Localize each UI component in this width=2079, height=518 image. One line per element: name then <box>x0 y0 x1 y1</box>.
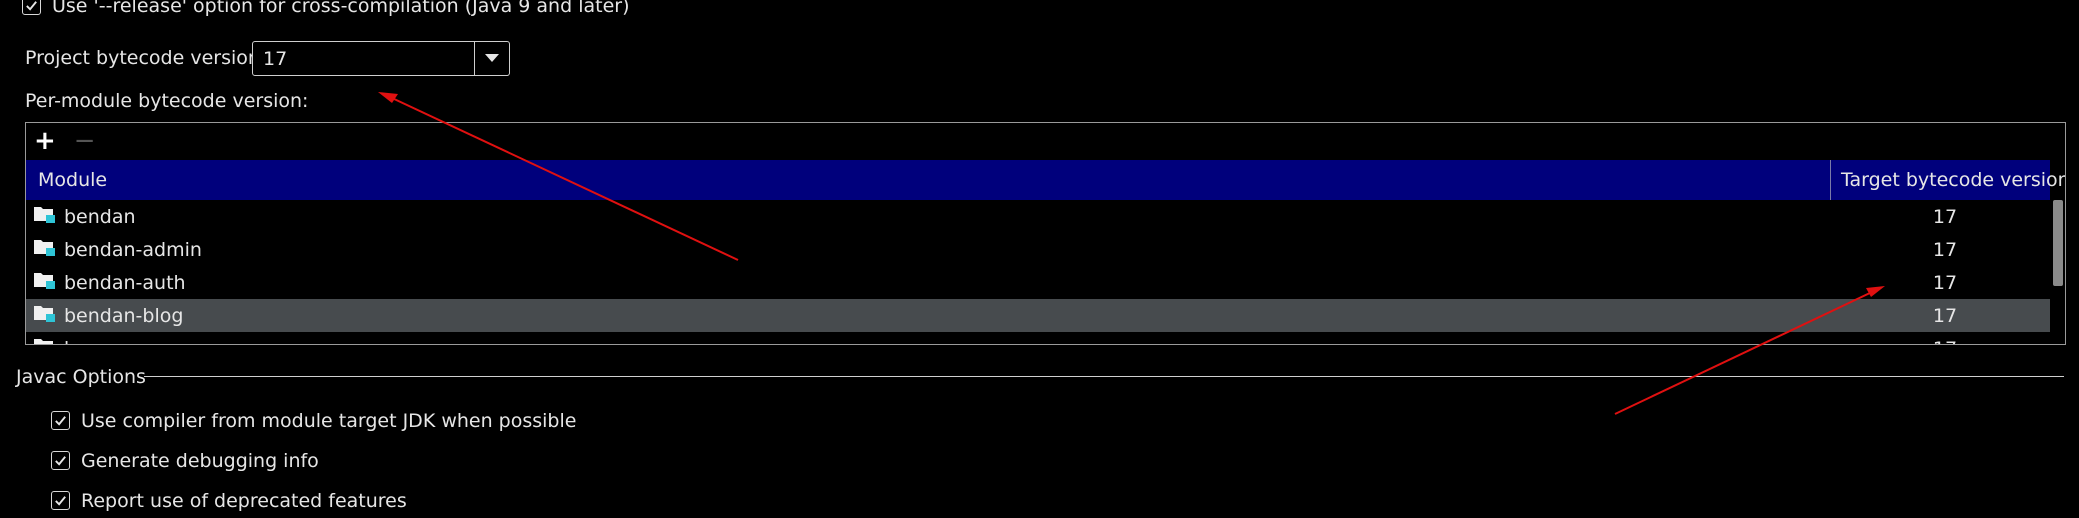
table-scrollbar-thumb[interactable] <box>2053 200 2063 286</box>
release-option-checkbox[interactable] <box>22 0 41 15</box>
column-header-module[interactable]: Module <box>38 169 108 191</box>
deprecated-label: Report use of deprecated features <box>81 490 407 512</box>
module-folder-icon <box>34 205 56 228</box>
section-divider <box>144 376 2064 377</box>
target-version[interactable]: 17 <box>1932 205 1958 228</box>
project-bytecode-value: 17 <box>263 47 288 70</box>
table-row[interactable]: bendan 17 <box>26 200 2050 233</box>
table-row-selected[interactable]: bendan-blog 17 <box>26 299 2050 332</box>
deprecated-checkbox[interactable] <box>51 491 70 510</box>
module-name: bendan-admin <box>64 238 202 261</box>
module-folder-icon <box>34 238 56 261</box>
table-row[interactable]: b 17 <box>26 332 2050 345</box>
checkmark-icon <box>55 416 66 426</box>
use-module-jdk-checkbox[interactable] <box>51 411 70 430</box>
debug-info-checkbox[interactable] <box>51 451 70 470</box>
target-version[interactable]: 17 <box>1932 304 1958 327</box>
target-version[interactable]: 17 <box>1932 238 1958 261</box>
table-body: bendan 17 bendan-admin 17 bendan-auth 17… <box>26 200 2050 345</box>
javac-options-title: Javac Options <box>16 366 146 388</box>
release-option-label: Use '--release' option for cross-compila… <box>52 0 630 17</box>
debug-info-label: Generate debugging info <box>81 450 319 472</box>
dropdown-arrow-button[interactable] <box>474 42 509 75</box>
module-name: bendan-blog <box>64 304 184 327</box>
module-folder-icon <box>34 337 56 344</box>
table-row[interactable]: bendan-admin 17 <box>26 233 2050 266</box>
remove-module-button[interactable]: − <box>73 126 96 156</box>
target-version[interactable]: 17 <box>1830 337 2050 345</box>
checkmark-icon <box>55 496 66 506</box>
module-name: bendan <box>64 205 136 228</box>
per-module-label: Per-module bytecode version: <box>25 90 309 112</box>
per-module-table: + − Module Target bytecode version benda… <box>25 122 2066 345</box>
add-module-button[interactable]: + <box>34 126 56 156</box>
module-name: b <box>64 337 76 345</box>
module-folder-icon <box>34 304 56 327</box>
checkmark-icon <box>26 1 37 11</box>
table-header: Module Target bytecode version <box>26 160 2065 200</box>
project-bytecode-label: Project bytecode version: <box>25 47 267 69</box>
checkmark-icon <box>55 456 66 466</box>
column-header-target[interactable]: Target bytecode version <box>1830 160 2065 200</box>
table-row[interactable]: bendan-auth 17 <box>26 266 2050 299</box>
project-bytecode-combobox[interactable]: 17 <box>252 41 510 76</box>
module-name: bendan-auth <box>64 271 186 294</box>
module-folder-icon <box>34 271 56 294</box>
table-toolbar: + − <box>26 123 2065 159</box>
chevron-down-icon <box>485 54 499 62</box>
target-version[interactable]: 17 <box>1932 271 1958 294</box>
use-module-jdk-label: Use compiler from module target JDK when… <box>81 410 577 432</box>
